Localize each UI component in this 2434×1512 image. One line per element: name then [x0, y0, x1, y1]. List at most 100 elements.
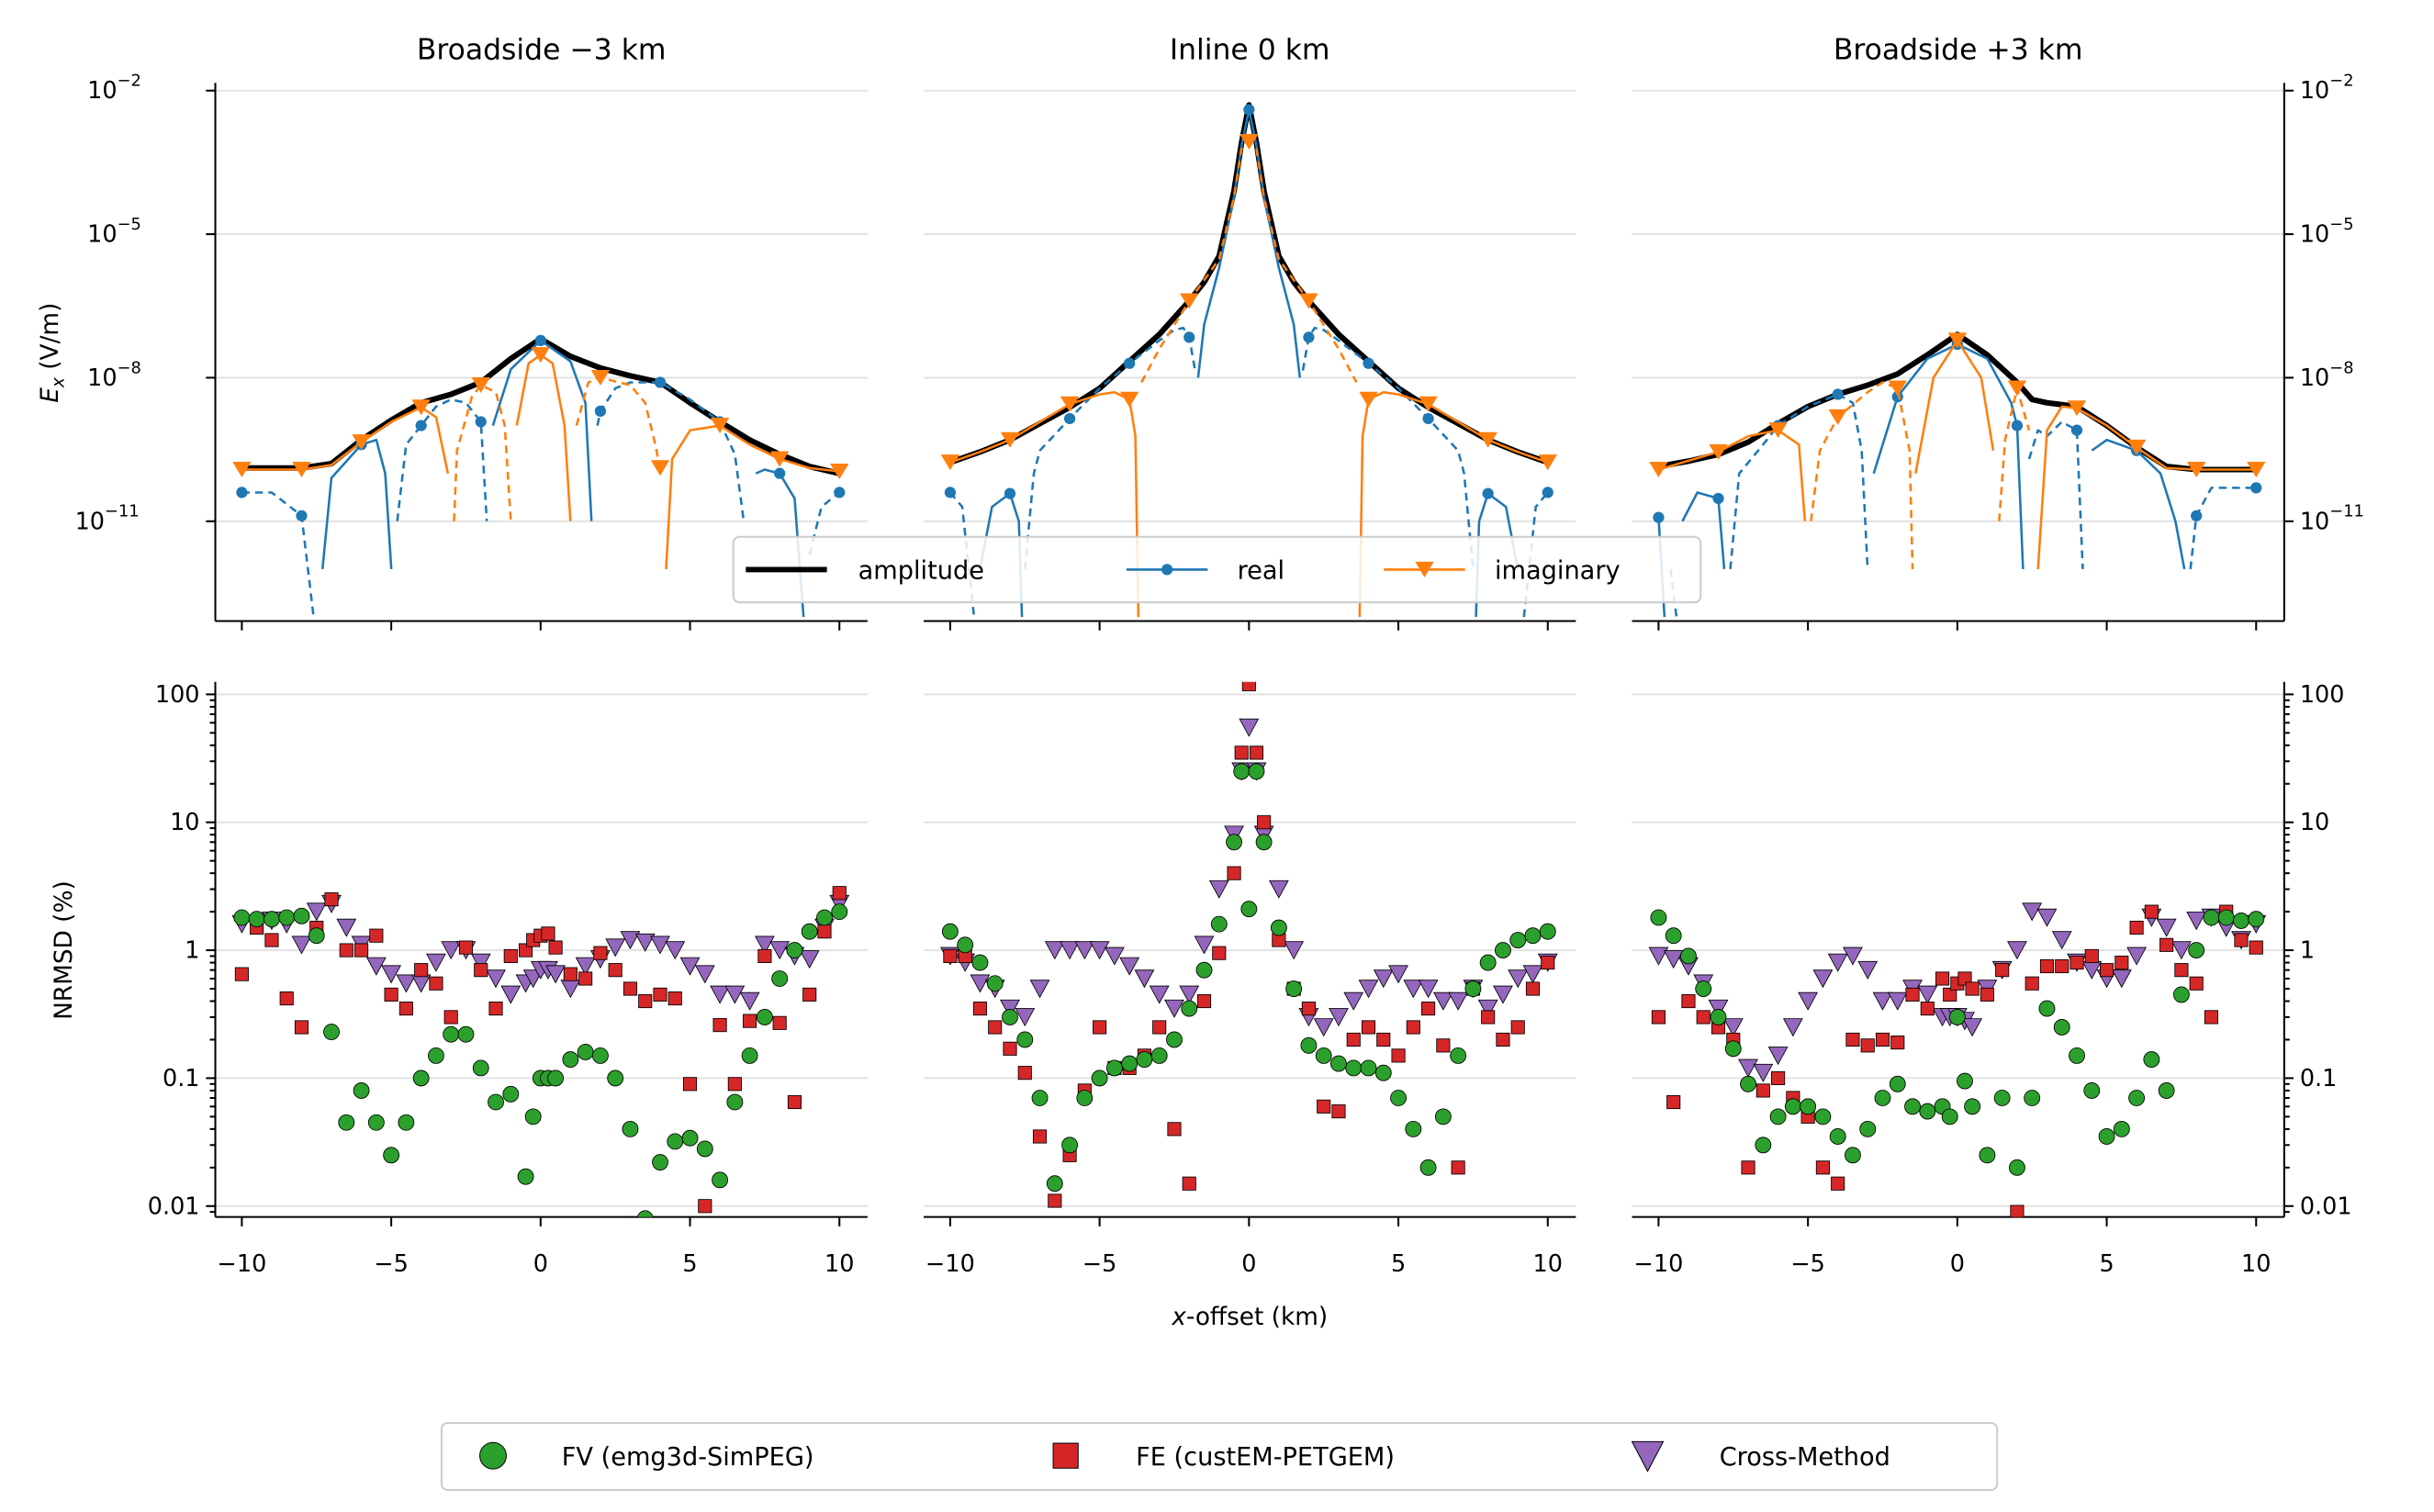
- real-marker: [2011, 420, 2024, 431]
- y-tick-label: 10−8: [87, 358, 141, 392]
- cross-method-point: [1798, 991, 1819, 1011]
- fe-point: [1234, 745, 1249, 760]
- legend-amplitude-label: amplitude: [858, 557, 984, 586]
- legend-fe-label: FE (custEM-PETGEM): [1136, 1443, 1395, 1472]
- bottom-legend-frame: [440, 1421, 1999, 1492]
- y-tick-label: 100: [155, 681, 200, 709]
- fe-point: [503, 948, 518, 964]
- cross-method-point: [665, 941, 686, 960]
- fe-point: [1890, 1036, 1905, 1050]
- fv-point: [383, 1147, 400, 1164]
- imaginary-marker: [1419, 396, 1438, 412]
- real-marker: [296, 510, 308, 521]
- fe-point: [1965, 981, 1980, 996]
- cross-method-point: [1403, 980, 1424, 999]
- bottom-legend: FV (emg3d-SimPEG) FE (custEM-PETGEM) Cro…: [440, 1421, 1999, 1492]
- fv-point: [1710, 1009, 1727, 1025]
- imaginary-negative-line: [453, 384, 512, 521]
- fv-point: [457, 1025, 475, 1043]
- cross-method-point: [2007, 941, 2027, 960]
- cross-method-point: [410, 974, 432, 993]
- y-tick-label: 100: [2300, 681, 2345, 709]
- cross-method-point: [1194, 935, 1215, 955]
- fv-point: [293, 907, 310, 924]
- fv-point: [308, 927, 325, 945]
- imaginary-positive-line: [2036, 405, 2257, 569]
- panel-title: Inline 0 km: [1170, 34, 1330, 67]
- cross-method-point: [739, 991, 760, 1011]
- fv-point: [472, 1059, 489, 1077]
- fe-point: [1755, 1083, 1770, 1098]
- imaginary-marker: [1828, 409, 1847, 425]
- real-negative-line: [2027, 420, 2084, 569]
- x-tick-label: 0: [1950, 1250, 1965, 1278]
- fe-point: [2114, 956, 2129, 970]
- fv-point: [443, 1025, 460, 1043]
- fv-point: [2038, 1000, 2056, 1017]
- real-marker: [1891, 391, 1903, 403]
- imaginary-marker: [1119, 391, 1139, 408]
- imaginary-marker: [1709, 443, 1728, 460]
- y-tick-exponent: −11: [2329, 502, 2364, 521]
- fe-point: [608, 963, 623, 978]
- real-negative-line: [1024, 326, 1196, 570]
- fe-point: [1481, 1010, 1496, 1025]
- imaginary-negative-line: [1998, 386, 2031, 521]
- cross-method-point: [1060, 941, 1080, 960]
- fv-point: [338, 1114, 355, 1131]
- fe-point: [1152, 1020, 1167, 1035]
- real-marker: [594, 405, 607, 417]
- real-marker: [1712, 492, 1724, 505]
- cross-method-point: [1388, 965, 1408, 984]
- fe-point: [458, 940, 474, 955]
- cross-method-point: [1179, 985, 1200, 1004]
- cross-method-point: [1663, 950, 1684, 969]
- y-tick-label: 0.1: [163, 1065, 200, 1092]
- fv-point: [1016, 1031, 1034, 1048]
- imaginary-marker: [650, 460, 670, 476]
- fv-point: [1405, 1120, 1422, 1137]
- field-panel-2: Inline 0 km: [924, 34, 1576, 631]
- fe-point: [294, 1020, 309, 1035]
- imaginary-marker: [471, 377, 490, 394]
- fv-point: [2217, 909, 2235, 926]
- cross-method-point: [2111, 969, 2132, 989]
- real-positive-line: [491, 339, 593, 521]
- y-tick-label: 0.01: [2300, 1193, 2352, 1220]
- fv-point: [323, 1024, 340, 1040]
- cross-method-point: [365, 957, 387, 976]
- fv-point: [1948, 1009, 1966, 1025]
- fv-point: [264, 911, 280, 928]
- y-tick-label: 0.1: [2300, 1065, 2338, 1092]
- imaginary-marker: [2186, 462, 2206, 478]
- cross-method-point: [1104, 946, 1125, 966]
- fe-point: [541, 926, 555, 941]
- real-positive-line: [2091, 438, 2186, 570]
- cross-method-point: [970, 974, 991, 993]
- fv-point: [1724, 1040, 1742, 1058]
- x-tick-label: −5: [1790, 1250, 1825, 1278]
- fv-point: [607, 1070, 624, 1087]
- legend-real-marker: [1161, 564, 1173, 576]
- cross-method-point: [441, 941, 462, 960]
- cross-method-point: [1268, 879, 1289, 899]
- fv-point: [801, 923, 818, 940]
- real-positive-line: [1681, 491, 1726, 570]
- fe-point: [2174, 963, 2189, 978]
- imaginary-positive-line: [1358, 390, 1549, 618]
- real-marker: [1542, 487, 1553, 498]
- fv-point: [1695, 980, 1712, 997]
- cross-method-point: [1149, 985, 1170, 1004]
- fv-point: [1374, 1064, 1392, 1081]
- fv-point: [2009, 1159, 2025, 1176]
- fe-point: [443, 1010, 458, 1025]
- fe-point: [1875, 1032, 1890, 1047]
- plot-area: [231, 886, 850, 1217]
- fv-point: [986, 975, 1004, 992]
- fe-point: [2234, 933, 2249, 947]
- fv-point: [2203, 909, 2220, 926]
- xlabel-rest: -offset (km): [1186, 1304, 1328, 1331]
- fe-point: [712, 1018, 727, 1033]
- cross-method-point: [1753, 1063, 1774, 1082]
- y-tick-exponent: −8: [2329, 358, 2353, 377]
